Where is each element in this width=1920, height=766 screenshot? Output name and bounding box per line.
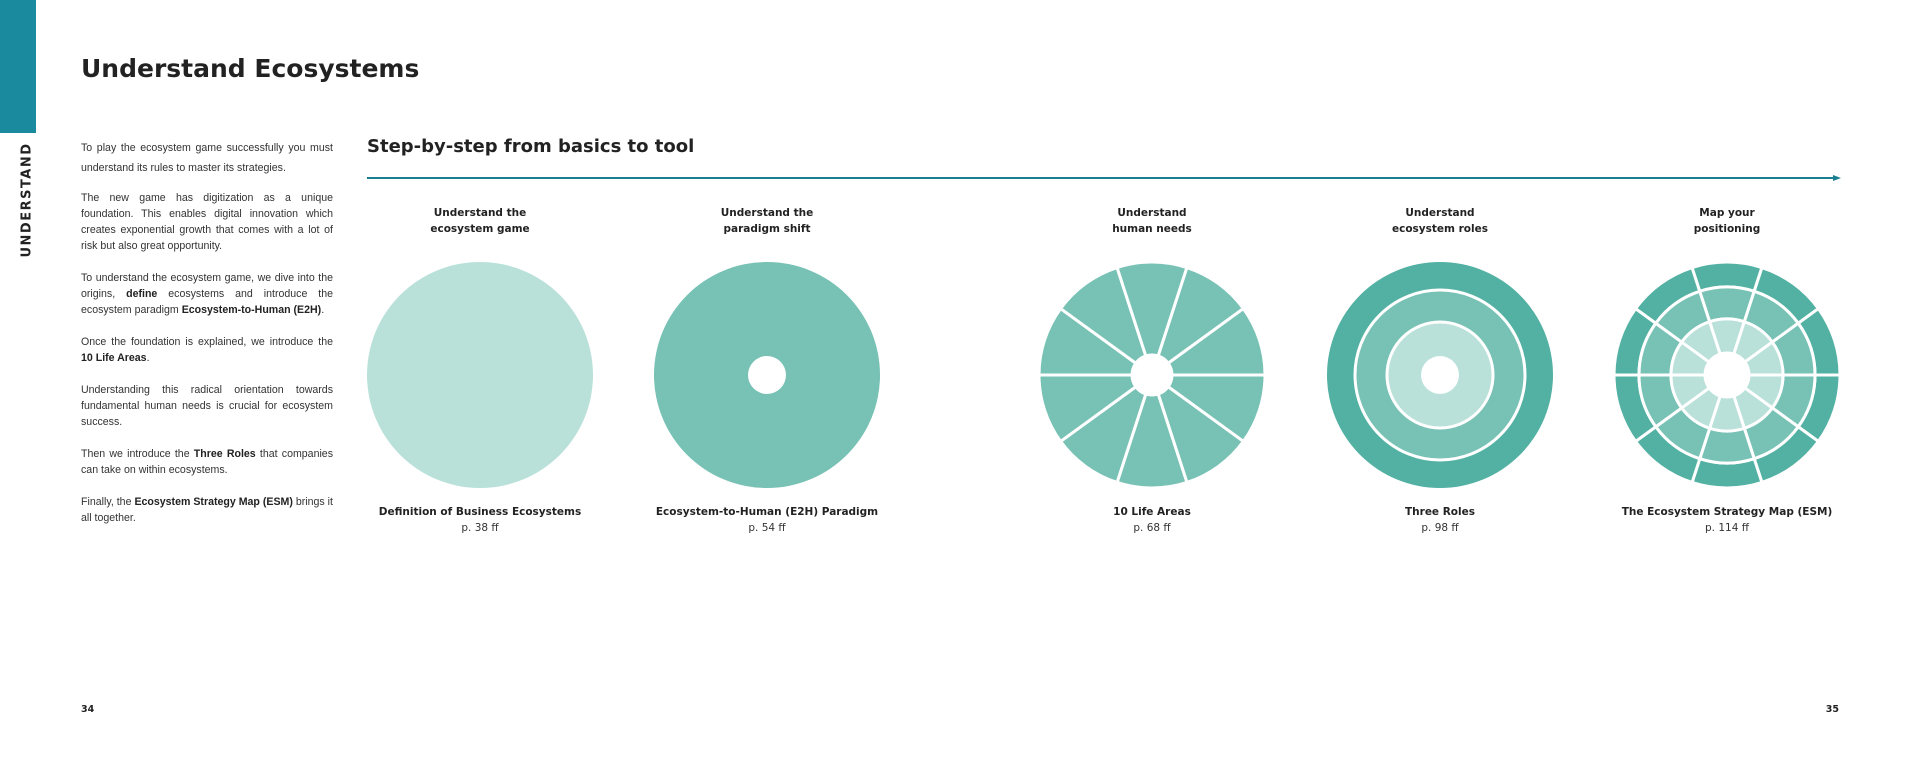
- emphasis-text: Three Roles: [193, 448, 256, 460]
- step-column: Understand ecosystem roles Three Roles p. 9…: [1310, 205, 1570, 536]
- emphasis-text: Ecosystem-to-Human (E2H): [181, 304, 322, 316]
- concentric-rings-icon: [1327, 262, 1553, 488]
- segmented-rings-icon: [1612, 260, 1842, 490]
- circle-shape: [367, 262, 593, 488]
- intro-paragraph: Finally, the Ecosystem Strategy Map (ESM…: [81, 494, 333, 526]
- life-area-segment: [1115, 392, 1189, 490]
- life-area-segment: [1166, 306, 1267, 377]
- step-label: Map your positioning: [1597, 205, 1857, 239]
- step-column: Understand the ecosystem game Definition o…: [350, 205, 610, 536]
- intro-text: To play the ecosystem game successfully …: [81, 138, 333, 542]
- page-number-left: 34: [81, 704, 95, 715]
- step-column: Map your positioning The Ecosystem Strateg…: [1597, 205, 1857, 536]
- donut-icon: [654, 262, 880, 488]
- intro-paragraph: To understand the ecosystem game, we div…: [81, 270, 333, 318]
- page-reference: p. 68 ff: [1133, 522, 1171, 534]
- step-column: Understand human needs 10 Life Areas p. 68 …: [1022, 205, 1282, 536]
- page-title: Understand Ecosystems: [81, 54, 420, 83]
- step-label: Understand human needs: [1022, 205, 1282, 239]
- step-label-line: Understand: [1117, 207, 1187, 219]
- text: To play the ecosystem game successfully …: [81, 142, 333, 174]
- step-label-line: positioning: [1693, 223, 1761, 235]
- progress-arrow: [367, 175, 1841, 181]
- life-area-segment: [1115, 260, 1189, 358]
- text: .: [146, 352, 150, 364]
- emphasis-text: Ecosystem Strategy Map (ESM): [134, 496, 293, 508]
- intro-paragraph: To play the ecosystem game successfully …: [81, 138, 333, 178]
- text: To understand the ecosystem game, we div…: [81, 272, 333, 300]
- text: Finally, the: [81, 496, 135, 508]
- text: The new game has digitization as a uniqu…: [81, 192, 333, 252]
- intro-paragraph: Understanding this radical orientation t…: [81, 382, 333, 430]
- text: brings it all together.: [81, 496, 333, 524]
- life-area-segment: [1037, 373, 1138, 444]
- page-number-right: 35: [1825, 704, 1839, 715]
- page-reference: p. 98 ff: [1421, 522, 1459, 534]
- step-caption: 10 Life Areas: [1113, 506, 1191, 518]
- page-reference: p. 114 ff: [1705, 522, 1749, 534]
- text: Then we introduce the: [81, 448, 194, 460]
- step-caption: Definition of Business Ecosystems: [378, 506, 582, 518]
- text: Once the foundation is explained, we int…: [81, 336, 333, 348]
- full-circle-icon: [367, 262, 593, 488]
- intro-paragraph: Once the foundation is explained, we int…: [81, 334, 333, 366]
- text: .: [321, 304, 325, 316]
- emphasis-text: 10 Life Areas: [81, 352, 147, 364]
- step-label-line: ecosystem roles: [1391, 223, 1488, 235]
- life-area-segment: [1166, 373, 1267, 444]
- step-label: Understand the ecosystem game: [350, 205, 610, 239]
- step-label-line: paradigm shift: [723, 223, 811, 235]
- intro-paragraph: Then we introduce the Three Roles that c…: [81, 446, 333, 478]
- step-label: Understand ecosystem roles: [1310, 205, 1570, 239]
- center-hole: [748, 356, 786, 394]
- step-label-line: Understand: [1405, 207, 1475, 219]
- life-area-segment: [1037, 306, 1138, 377]
- step-caption: The Ecosystem Strategy Map (ESM): [1621, 506, 1833, 518]
- step-label-line: human needs: [1112, 223, 1192, 235]
- step-column: Understand the paradigm shift Ecosystem-to…: [637, 205, 897, 536]
- page-reference: p. 38 ff: [461, 522, 499, 534]
- step-label-line: ecosystem game: [430, 223, 530, 235]
- center-hole: [1421, 356, 1459, 394]
- step-label-line: Understand the: [720, 207, 814, 219]
- segmented-wheel-icon: [1037, 260, 1267, 490]
- esm-inner-segment: [1742, 339, 1785, 377]
- step-caption: Three Roles: [1405, 506, 1475, 518]
- section-tab-label: UNDERSTAND: [19, 142, 35, 258]
- step-caption: Ecosystem-to-Human (E2H) Paradigm: [655, 506, 879, 518]
- text: Understanding this radical orientation t…: [81, 384, 333, 428]
- intro-paragraph: The new game has digitization as a uniqu…: [81, 190, 333, 254]
- emphasis-text: define: [126, 288, 158, 300]
- life-area-segment: [1058, 384, 1148, 485]
- step-label: Understand the paradigm shift: [637, 205, 897, 239]
- section-tab-bar: [0, 0, 36, 133]
- text: ecosystems and introduce the ecosystem p…: [81, 288, 334, 316]
- life-area-segment: [1156, 265, 1246, 366]
- steps-heading: Step-by-step from basics to tool: [367, 136, 695, 157]
- text: that companies can take on within ecosys…: [81, 448, 333, 476]
- page-reference: p. 54 ff: [748, 522, 786, 534]
- step-label-line: Map your: [1699, 207, 1755, 219]
- step-label-line: Understand the: [433, 207, 527, 219]
